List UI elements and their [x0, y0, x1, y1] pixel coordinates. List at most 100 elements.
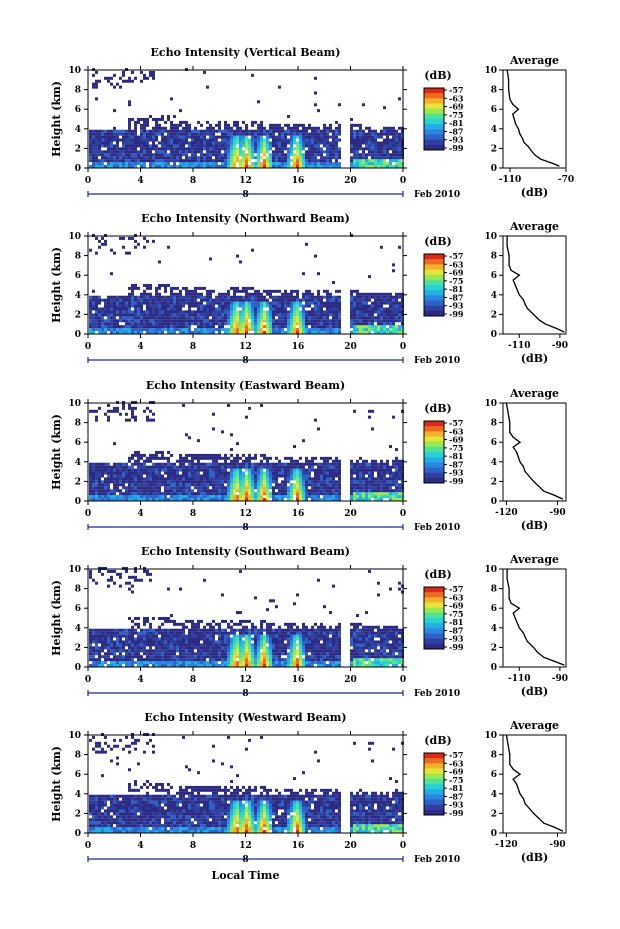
- heat-cell: [380, 325, 383, 329]
- heat-cell: [185, 67, 188, 71]
- heat-cell: [296, 462, 299, 466]
- heat-cell: [89, 135, 92, 139]
- heat-cell: [125, 316, 128, 320]
- heat-cell: [170, 319, 173, 323]
- heat-cell: [212, 153, 215, 157]
- heat-cell: [374, 144, 377, 148]
- heat-cell: [281, 304, 284, 308]
- heat-cell: [218, 165, 221, 168]
- heat-cell: [281, 156, 284, 160]
- heat-cell: [119, 156, 122, 160]
- heat-cell: [134, 295, 137, 299]
- heat-cell: [209, 480, 212, 484]
- heat-cell: [95, 631, 98, 635]
- heat-cell: [122, 307, 125, 311]
- heat-cell: [122, 486, 125, 490]
- heat-cell: [134, 120, 137, 124]
- heat-cell: [197, 295, 200, 299]
- heat-cell: [275, 123, 278, 127]
- heat-cell: [323, 316, 326, 320]
- profile-point: [527, 474, 530, 477]
- heat-cell: [314, 159, 317, 163]
- heat-cell: [197, 489, 200, 493]
- heat-cell: [251, 165, 254, 168]
- heat-cell: [389, 126, 392, 130]
- profile-point: [519, 133, 521, 135]
- heat-cell: [203, 483, 206, 487]
- heat-cell: [95, 495, 98, 499]
- heat-cell: [110, 159, 113, 163]
- heat-cell: [245, 138, 248, 142]
- heat-cell: [200, 129, 203, 133]
- heat-cell: [371, 144, 374, 148]
- heat-cell: [329, 307, 332, 311]
- heat-cell: [275, 325, 278, 329]
- heat-cell: [245, 289, 248, 293]
- heat-cell: [389, 483, 392, 487]
- heat-cell: [206, 495, 209, 499]
- heat-cell: [287, 298, 290, 302]
- heat-cell: [146, 569, 149, 573]
- heat-cell: [236, 477, 239, 481]
- heat-cell: [128, 319, 131, 323]
- heat-cell: [152, 471, 155, 475]
- heat-cell: [392, 269, 395, 273]
- heat-cell: [131, 310, 134, 314]
- heat-cell: [203, 159, 206, 163]
- heat-cell: [110, 316, 113, 320]
- heat-cell: [146, 634, 149, 638]
- heat-cell: [281, 292, 284, 296]
- heat-cell: [134, 406, 137, 410]
- heat-cell: [170, 129, 173, 133]
- heat-cell: [251, 474, 254, 478]
- heat-cell: [152, 322, 155, 326]
- heat-cell: [284, 474, 287, 478]
- heat-cell: [317, 132, 320, 136]
- heat-cell: [362, 471, 365, 475]
- profile-point: [512, 113, 514, 115]
- heat-cell: [119, 572, 122, 576]
- heat-cell: [257, 489, 260, 493]
- heat-cell: [191, 492, 194, 496]
- heat-cell: [233, 129, 236, 133]
- heat-cell: [209, 159, 212, 163]
- heat-cell: [188, 465, 191, 469]
- heat-cell: [353, 141, 356, 145]
- heat-cell: [395, 298, 398, 302]
- heat-cell: [107, 150, 110, 154]
- heat-cell: [215, 495, 218, 499]
- heat-cell: [278, 123, 281, 127]
- heat-cell: [287, 471, 290, 475]
- heat-cell: [272, 123, 275, 127]
- heat-cell: [188, 123, 191, 127]
- heat-cell: [371, 156, 374, 160]
- heat-cell: [257, 495, 260, 499]
- heat-cell: [122, 135, 125, 139]
- heat-cell: [143, 236, 146, 240]
- heat-cell: [290, 301, 293, 305]
- heat-cell: [107, 418, 110, 422]
- heat-cell: [182, 120, 185, 124]
- heat-cell: [137, 298, 140, 302]
- heat-cell: [137, 310, 140, 314]
- heat-cell: [209, 129, 212, 133]
- heat-cell: [164, 492, 167, 496]
- date-suffix: Feb 2010: [414, 356, 460, 366]
- heat-cell: [188, 313, 191, 317]
- heat-cell: [161, 453, 164, 457]
- heat-cell: [155, 489, 158, 493]
- heat-cell: [206, 453, 209, 457]
- heat-cell: [365, 480, 368, 484]
- heat-cell: [383, 468, 386, 472]
- heat-cell: [113, 322, 116, 326]
- heat-cell: [137, 156, 140, 160]
- heat-cell: [239, 298, 242, 302]
- heat-cell: [98, 498, 101, 501]
- heat-cell: [92, 331, 95, 334]
- heat-cell: [104, 480, 107, 484]
- heat-cell: [233, 159, 236, 163]
- heat-cell: [371, 483, 374, 487]
- heat-cell: [113, 138, 116, 142]
- heat-cell: [380, 316, 383, 320]
